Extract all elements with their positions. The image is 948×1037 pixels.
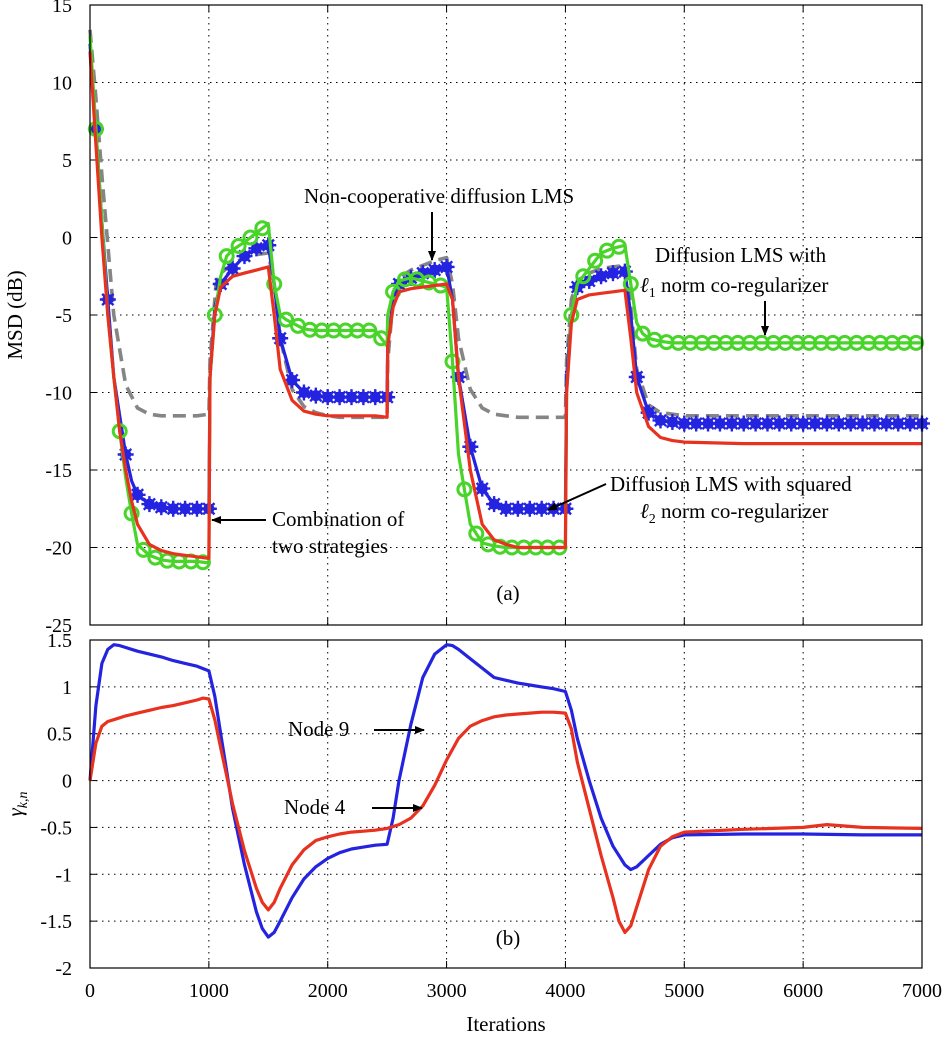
arrow-l2 [547,483,607,511]
panel-b-xlabel: Iterations [466,1012,545,1036]
marker-asterisk [890,415,907,432]
marker-asterisk [331,389,348,406]
marker-asterisk [652,412,669,429]
series-line-diffusion-lms-with-l1-norm-co-regularizer [88,35,922,565]
marker-circle [230,238,247,255]
marker-asterisk [759,415,776,432]
series-line-combination-of-two-strategies [88,51,922,561]
marker-circle [575,268,592,285]
annotation-l1-line1: Diffusion LMS with [655,243,827,267]
marker-asterisk [462,438,479,455]
marker-circle [622,276,639,292]
panel-b-gamma-chart: 0 1000 2000 3000 4000 5000 6000 7000 1.5 1 0.5 0 -0.… [3,630,942,1036]
annotation-node9: Node 9 [288,717,349,741]
annotation-combination-line1: Combination of [272,507,404,531]
y-tick-label: -1.5 [40,911,72,933]
series-line-node-4 [88,696,923,935]
marker-asterisk [224,260,241,277]
marker-circle [456,481,473,498]
marker-circle [610,238,627,255]
x-tick-label: 3000 [427,980,467,1002]
marker-circle [444,353,461,370]
marker-circle [194,554,211,571]
y-tick-label: -20 [45,538,72,560]
marker-asterisk [842,415,859,432]
panel-b-caption: (b) [496,926,521,950]
marker-asterisk [818,415,835,432]
annotation-noncooperative: Non-cooperative diffusion LMS [304,184,574,208]
marker-circle [278,311,295,328]
y-tick-label: 1 [62,677,72,699]
y-tick-label: -0.5 [40,817,72,839]
y-tick-label: -25 [45,615,72,637]
marker-circle [587,252,604,269]
marker-asterisk [676,415,693,432]
x-tick-label: 5000 [664,980,704,1002]
marker-circle [266,276,283,292]
y-tick-label: 0.5 [47,724,72,746]
marker-circle [254,220,271,237]
x-tick-label: 0 [85,980,95,1002]
panel-a-frame [89,4,923,626]
marker-asterisk [486,496,503,513]
annotation-combination-line2: two strategies [272,534,388,558]
marker-asterisk [367,389,384,406]
y-tick-label: 15 [52,0,72,17]
marker-asterisk [426,262,443,279]
y-tick-label: -15 [45,460,72,482]
marker-asterisk [141,496,158,513]
marker-asterisk [533,500,550,517]
annotation-node4: Node 4 [284,795,346,819]
annotation-l2-line2: ℓ2 norm co-regularizer [640,499,828,527]
panel-a-caption: (a) [496,581,519,605]
annotation-l1-line2: ℓ1 norm co-regularizer [640,273,828,301]
panel-a-ylabel: MSD (dB) [3,270,27,359]
y-tick-label: -1 [55,864,72,886]
marker-asterisk [593,268,610,285]
marker-circle [218,248,235,265]
x-tick-label: 4000 [545,980,585,1002]
annotation-l2-line1: Diffusion LMS with squared [610,472,852,496]
marker-asterisk [747,415,764,432]
marker-asterisk [628,369,645,385]
marker-asterisk [307,387,324,404]
marker-circle [242,229,259,246]
marker-circle [634,325,651,342]
panel-b-frame [89,639,923,969]
series-line-node-9 [88,643,922,939]
marker-asterisk [153,499,170,516]
panel-a-msd-chart: 15 10 5 0 -5 -10 -15 -20 -25 MSD (dB) (a) Non-co… [3,0,930,637]
marker-asterisk [295,384,312,401]
marker-circle [468,525,485,542]
y-tick-label: 5 [62,150,72,172]
x-tick-label: 7000 [902,980,942,1002]
marker-asterisk [854,415,871,432]
marker-asterisk [711,415,728,432]
x-tick-label: 2000 [308,980,348,1002]
marker-asterisk [129,486,146,503]
series-line-non-cooperative-diffusion-lms [88,29,922,420]
y-tick-label: -2 [55,958,72,980]
marker-circle [361,322,378,339]
marker-asterisk [664,413,681,430]
marker-circle [135,541,152,558]
marker-asterisk [319,389,336,406]
y-tick-label: 1.5 [47,630,72,652]
marker-asterisk [438,258,455,275]
y-tick-label: -10 [45,383,72,405]
panel-b-ylabel: γk,n [3,792,31,817]
x-tick-label: 6000 [783,980,823,1002]
y-tick-label: 0 [62,771,72,793]
marker-asterisk [509,500,526,517]
y-tick-label: 10 [52,73,72,95]
marker-asterisk [474,480,491,497]
x-tick-label: 1000 [189,980,229,1002]
marker-asterisk [604,265,621,282]
marker-asterisk [284,372,301,389]
marker-asterisk [723,415,740,432]
marker-asterisk [735,415,752,432]
y-tick-label: -5 [55,305,72,327]
y-tick-label: 0 [62,228,72,250]
